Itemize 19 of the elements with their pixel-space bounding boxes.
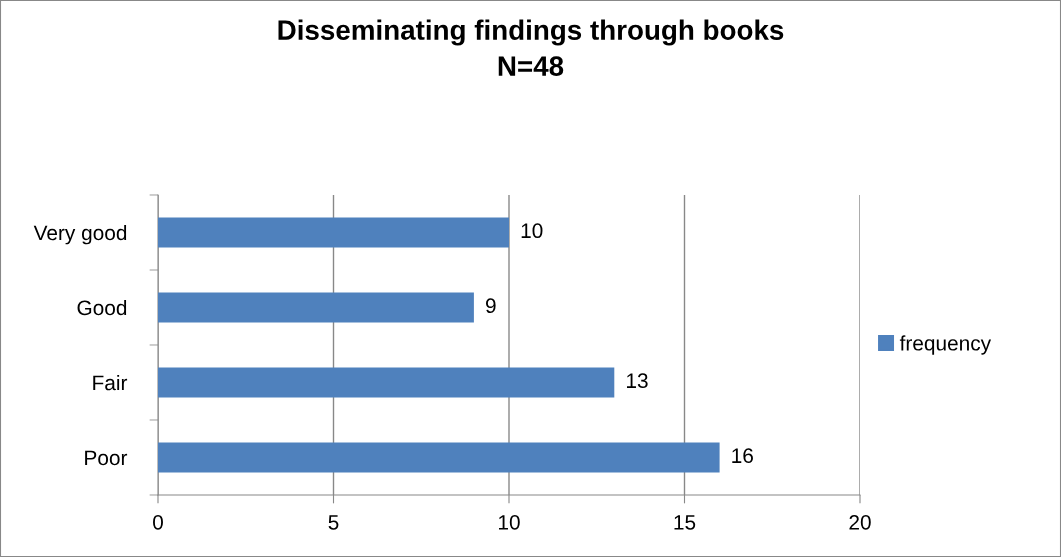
bar [158, 367, 615, 398]
y-tick-label: Very good [33, 224, 127, 245]
bar [158, 217, 509, 248]
y-tick-label: Poor [85, 450, 128, 466]
x-tick-label: 5 [328, 515, 339, 530]
x-tick-label: 20 [849, 514, 871, 530]
y-tick-label: Fair [93, 374, 128, 391]
x-tick-label: 10 [499, 514, 520, 530]
bar [158, 442, 720, 473]
x-tick-label: 15 [674, 515, 696, 530]
data-label: 13 [627, 373, 648, 389]
x-tick-label: 0 [153, 514, 163, 530]
legend-label: frequency [899, 335, 992, 355]
data-label: 10 [521, 223, 543, 239]
chart-title: Disseminating findings through books N=48 [278, 19, 784, 76]
data-label: 16 [732, 448, 753, 464]
data-label: 9 [485, 298, 496, 314]
y-tick-label: Good [77, 299, 127, 316]
bar [158, 292, 474, 323]
